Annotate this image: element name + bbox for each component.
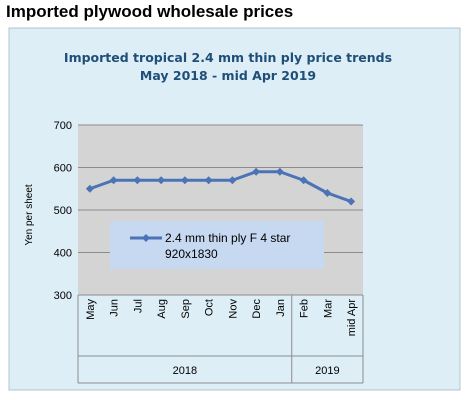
data-point bbox=[347, 197, 356, 206]
series-line-group bbox=[85, 167, 356, 206]
data-point bbox=[109, 176, 118, 185]
y-tick-label: 700 bbox=[54, 120, 72, 132]
y-axis-ticks: 300 400 500 600 700 bbox=[54, 120, 72, 302]
data-point bbox=[275, 167, 284, 176]
x-axis: May Jun Jul Aug Sep Oct Nov Dec Jan Feb Mar mid Apr… bbox=[77, 294, 364, 384]
page-heading: Imported plywood wholesale prices bbox=[6, 2, 294, 21]
year-group-label: 2018 bbox=[173, 365, 197, 377]
y-tick-label: 400 bbox=[54, 248, 72, 260]
data-point bbox=[180, 176, 189, 185]
x-tick-label: Aug bbox=[156, 299, 168, 319]
chart-subtitle: May 2018 - mid Apr 2019 bbox=[140, 68, 316, 83]
data-point bbox=[252, 167, 261, 176]
x-tick-label: Nov bbox=[227, 299, 239, 319]
x-tick-label: Dec bbox=[251, 299, 263, 319]
legend-label: 2.4 mm thin ply F 4 star bbox=[165, 231, 290, 245]
y-tick-label: 500 bbox=[54, 205, 72, 217]
x-tick-label: Mar bbox=[322, 299, 334, 318]
data-point bbox=[85, 184, 94, 193]
data-point bbox=[228, 176, 237, 185]
legend: 2.4 mm thin ply F 4 star 920x1830 bbox=[110, 221, 324, 269]
chart-title: Imported tropical 2.4 mm thin ply price … bbox=[64, 50, 392, 65]
x-tick-label: May bbox=[85, 299, 97, 320]
data-point bbox=[204, 176, 213, 185]
data-point bbox=[157, 176, 166, 185]
legend-box bbox=[110, 221, 324, 269]
y-tick-label: 600 bbox=[54, 163, 72, 175]
x-tick-label: Feb bbox=[299, 299, 311, 318]
x-tick-label: Jul bbox=[132, 299, 144, 313]
y-axis-label: Yen per sheet bbox=[24, 184, 35, 246]
data-point bbox=[133, 176, 142, 185]
legend-marker bbox=[142, 234, 150, 242]
x-tick-label: mid Apr bbox=[346, 299, 358, 337]
x-tick-label: Jan bbox=[275, 299, 287, 317]
x-tick-label: Jun bbox=[109, 299, 121, 317]
x-tick-label: Sep bbox=[180, 299, 192, 319]
y-tick-label: 300 bbox=[54, 290, 72, 302]
data-point bbox=[323, 189, 332, 197]
x-tick-label: Oct bbox=[204, 299, 216, 316]
year-group-label: 2019 bbox=[315, 365, 339, 377]
legend-label-line2: 920x1830 bbox=[165, 247, 218, 261]
data-point bbox=[299, 176, 308, 185]
